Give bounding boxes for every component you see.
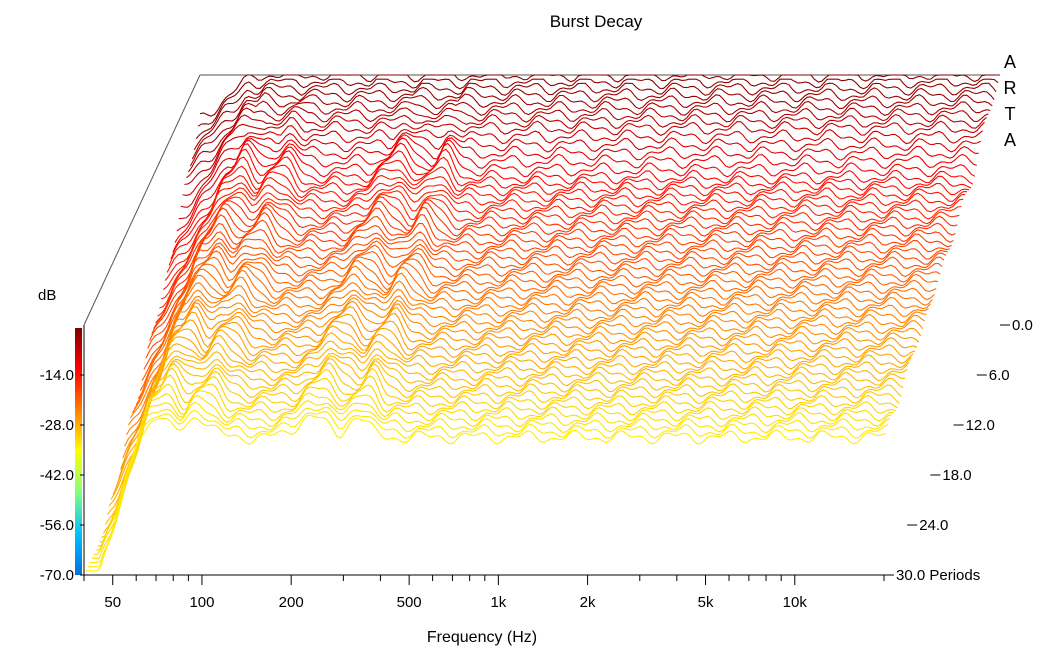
colorbar-gradient (75, 328, 82, 575)
decay-slice (110, 335, 912, 500)
decay-slice (195, 82, 997, 140)
y-tick-label: 18.0 (942, 467, 971, 484)
decay-slice (106, 350, 908, 515)
decay-slice (168, 164, 970, 266)
decay-slice (85, 414, 887, 572)
decay-slice (161, 190, 962, 300)
decay-slice (197, 78, 999, 127)
decay-slice (141, 244, 943, 381)
decay-slice (166, 171, 968, 273)
x-tick-label: 200 (279, 594, 304, 611)
decay-slice (99, 367, 900, 543)
x-tick-label: 1k (490, 594, 506, 611)
y-tick-label: 24.0 (919, 517, 948, 534)
x-tick-label: 50 (104, 594, 121, 611)
decay-slice (108, 342, 910, 507)
chart-title: Burst Decay (550, 12, 643, 31)
decay-slice (153, 206, 954, 329)
decay-slice (174, 142, 976, 243)
decay-slice (170, 156, 972, 260)
decay-slice (186, 110, 987, 179)
decay-slice (193, 86, 995, 151)
decay-slice (131, 269, 933, 414)
x-tick-label: 2k (580, 594, 596, 611)
waterfall-slices (85, 74, 1000, 572)
decay-slice (124, 297, 925, 447)
decay-slice (118, 311, 920, 479)
x-tick-label: 5k (698, 594, 714, 611)
z-tick-label: -56.0 (40, 517, 74, 534)
x-tick-label: 100 (189, 594, 214, 611)
decay-slice (162, 184, 964, 290)
x-tick-label: 10k (783, 594, 808, 611)
decay-slice (89, 401, 891, 564)
decay-slice (137, 256, 939, 400)
decay-slice (155, 200, 956, 324)
decay-slice (151, 211, 952, 335)
decay-slice (129, 276, 931, 419)
y-axis: 0.0 6.0 12.0 18.0 24.0 30.0 Periods (884, 317, 1033, 584)
z-axis: dB -14.0 -28.0 -42.0 -56.0 -70.0 (38, 287, 84, 584)
decay-slice (102, 358, 904, 534)
decay-slice (97, 374, 898, 547)
decay-slice (149, 219, 950, 341)
y-tick-label: 6.0 (989, 367, 1010, 384)
y-tick-label: 12.0 (966, 417, 995, 434)
watermark-letter: A (1004, 52, 1016, 72)
decay-slice (128, 285, 929, 426)
z-tick-label: -70.0 (40, 567, 74, 584)
x-tick-label: 500 (397, 594, 422, 611)
decay-slice (159, 193, 960, 309)
decay-slice (93, 390, 894, 555)
decay-slice (199, 74, 1000, 117)
decay-slice (135, 260, 937, 405)
watermark-letter: A (1004, 130, 1016, 150)
x-axis: Frequency (Hz) 50 100 200 500 1k 2k 5k 10k (83, 575, 885, 646)
decay-slice (184, 117, 985, 186)
decay-slice (145, 237, 947, 359)
decay-slice (139, 250, 941, 391)
z-tick-label: -42.0 (40, 467, 74, 484)
decay-slice (104, 355, 906, 525)
watermark-letter: T (1005, 104, 1016, 124)
decay-slice (122, 300, 924, 459)
decay-slice (87, 409, 889, 568)
decay-slice (143, 240, 945, 370)
x-axis-label: Frequency (Hz) (427, 629, 537, 646)
decay-slice (126, 294, 927, 435)
z-tick-label: -14.0 (40, 367, 74, 384)
colorbar (75, 328, 82, 575)
decay-slice (180, 132, 981, 208)
decay-slice (133, 265, 935, 410)
decay-slice (112, 329, 914, 495)
decay-slice (114, 325, 916, 491)
decay-slice (178, 134, 979, 220)
decay-slice (95, 383, 896, 551)
y-tick-label: 30.0 Periods (896, 567, 980, 584)
z-tick-label: -28.0 (40, 417, 74, 434)
decay-slice (116, 319, 918, 486)
decay-slice (182, 125, 983, 196)
decay-slice (189, 100, 991, 167)
decay-slice (172, 148, 974, 253)
decay-slice (120, 305, 922, 470)
decay-slice (91, 394, 892, 559)
decay-slice (147, 228, 948, 349)
decay-slice (176, 137, 977, 232)
decay-slice (191, 91, 993, 160)
decay-slice (164, 177, 966, 281)
z-axis-label: dB (38, 287, 56, 304)
watermark-letter: R (1004, 78, 1017, 98)
decay-slice (187, 106, 989, 173)
y-tick-label: 0.0 (1012, 317, 1033, 334)
decay-slice (157, 196, 958, 317)
decay-slice (101, 362, 902, 538)
